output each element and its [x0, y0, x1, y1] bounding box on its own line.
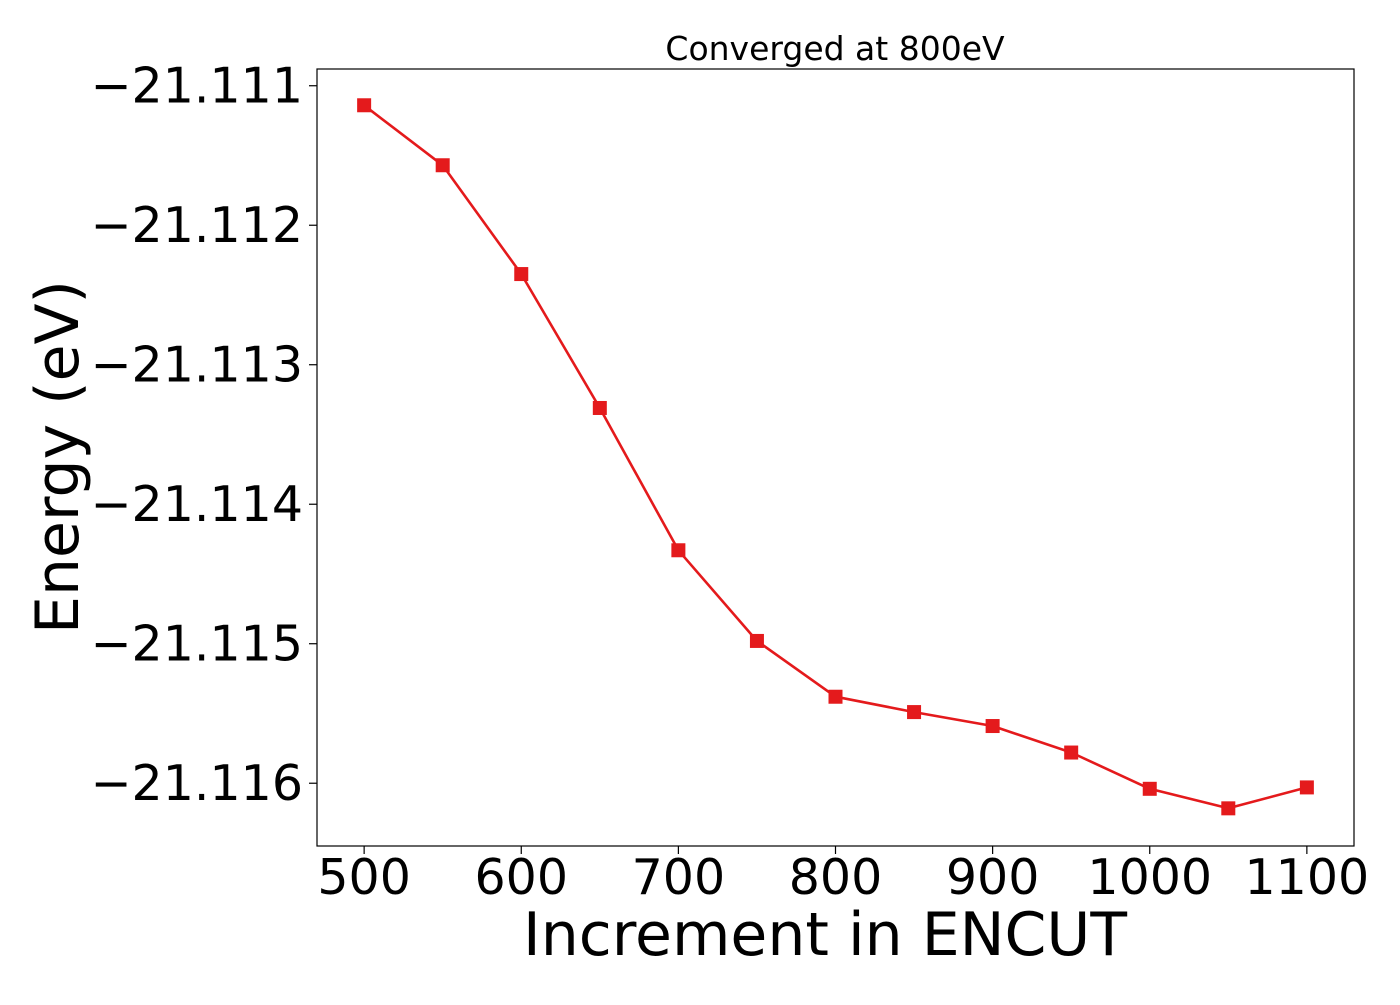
y-tick-label: −21.112 — [90, 197, 303, 254]
data-point-marker — [1221, 801, 1236, 816]
y-tick-label: −21.116 — [90, 755, 303, 812]
x-tick-label: 700 — [632, 849, 726, 906]
x-tick-label: 800 — [789, 849, 883, 906]
data-point-marker — [828, 689, 843, 704]
data-point-marker — [357, 98, 372, 113]
x-tick-label: 1100 — [1245, 849, 1370, 906]
y-tick-label: −21.111 — [90, 58, 303, 115]
y-tick-label: −21.113 — [90, 337, 303, 394]
data-point-marker — [1299, 780, 1314, 795]
data-point-marker — [671, 543, 686, 558]
axes: 500 600 700 800 900 1000 1100 −21.111 −21.112 −21… — [90, 58, 1369, 906]
data-point-marker — [1064, 745, 1079, 760]
y-tick-label: −21.114 — [90, 476, 303, 533]
x-axis-title: Increment in ENCUT — [523, 900, 1127, 970]
y-tick-label: −21.115 — [90, 616, 303, 673]
data-point-marker — [1142, 781, 1157, 796]
data-point-marker — [907, 705, 922, 720]
plot-frame — [316, 68, 1355, 847]
plot-area — [357, 98, 1314, 816]
data-point-marker — [435, 158, 450, 173]
data-point-marker — [749, 633, 764, 648]
x-tick-label: 1000 — [1087, 849, 1212, 906]
data-point-marker — [985, 719, 1000, 734]
chart-title: Converged at 800eV — [665, 29, 1005, 68]
data-point-marker — [514, 267, 529, 282]
x-tick-label: 900 — [946, 849, 1040, 906]
y-axis-title: Energy (eV) — [23, 280, 93, 634]
x-tick-label: 500 — [317, 849, 411, 906]
data-point-marker — [592, 400, 607, 415]
x-tick-label: 600 — [474, 849, 568, 906]
